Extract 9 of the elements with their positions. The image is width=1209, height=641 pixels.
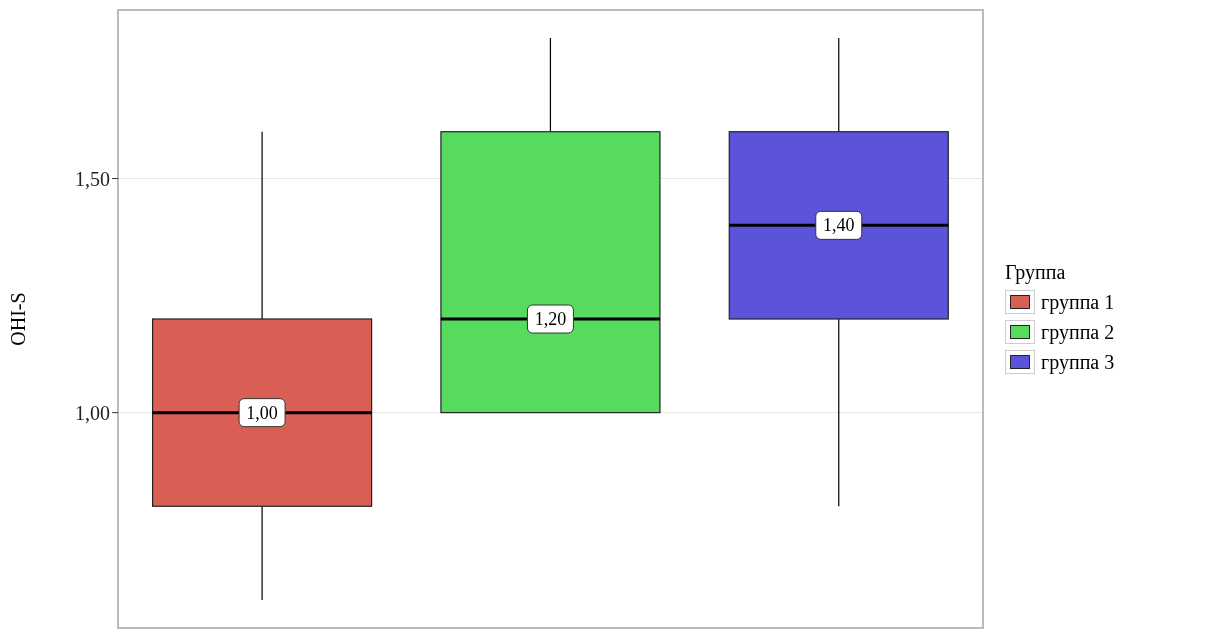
text: 1,20 [534,309,567,329]
legend-title: Группа [1005,261,1067,284]
text: 1,40 [823,215,855,236]
y-axis-title: OHI-S [7,292,30,346]
y-tick-label: 1,50 [75,167,110,190]
legend-label: группа 1 [1041,290,1115,314]
text: 1,00 [246,402,278,423]
legend-label: группа 2 [1041,320,1115,344]
legend-label: группа 3 [1041,350,1115,374]
